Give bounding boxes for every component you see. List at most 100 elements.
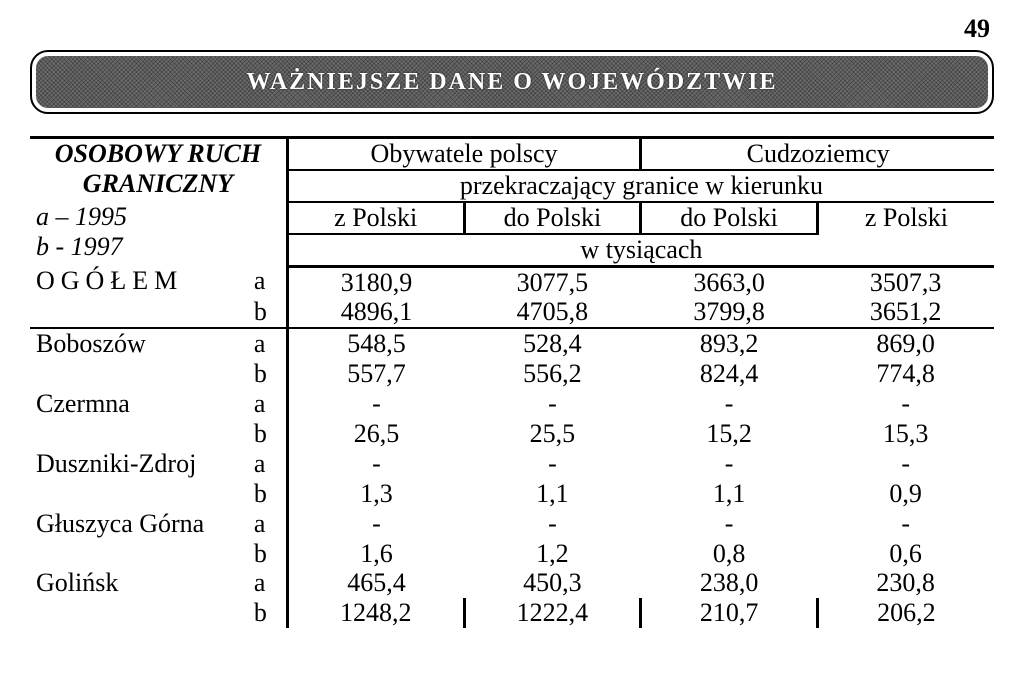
table-row: Golińsk a 465,4 450,3 238,0 230,8 <box>30 568 994 598</box>
cell: 1248,2 <box>287 598 464 628</box>
total-b-3: 3651,2 <box>817 297 994 328</box>
cell: - <box>287 389 464 419</box>
cell: 824,4 <box>641 359 818 389</box>
title-banner-inner: WAŻNIEJSZE DANE O WOJEWÓDZTWIE <box>36 56 988 108</box>
title-banner-text: WAŻNIEJSZE DANE O WOJEWÓDZTWIE <box>247 69 778 96</box>
total-a-3: 3507,3 <box>817 266 994 297</box>
cell: - <box>641 449 818 479</box>
cell: 548,5 <box>287 328 464 359</box>
cell: 1,1 <box>464 479 641 509</box>
cell: 1,6 <box>287 539 464 569</box>
table-row: Czermna a - - - - <box>30 389 994 419</box>
cell: 15,3 <box>817 419 994 449</box>
cell: - <box>287 449 464 479</box>
cell: 465,4 <box>287 568 464 598</box>
table-row: b 1,3 1,1 1,1 0,9 <box>30 479 994 509</box>
cell: - <box>817 449 994 479</box>
total-a-0: 3180,9 <box>287 266 464 297</box>
header-col-2: do Polski <box>464 202 641 234</box>
header-col-3: do Polski <box>641 202 818 234</box>
row-label-b <box>30 598 248 628</box>
cell: 557,7 <box>287 359 464 389</box>
cell: 0,8 <box>641 539 818 569</box>
cell: 1,2 <box>464 539 641 569</box>
row-label: Głuszyca Górna <box>30 509 248 539</box>
stub-sub-a: a – 1995 <box>36 202 127 231</box>
cell: 556,2 <box>464 359 641 389</box>
page: 49 WAŻNIEJSZE DANE O WOJEWÓDZTWIE OSOBOW… <box>0 0 1024 699</box>
cell: 26,5 <box>287 419 464 449</box>
title-banner: WAŻNIEJSZE DANE O WOJEWÓDZTWIE <box>30 50 994 114</box>
total-a-2: 3663,0 <box>641 266 818 297</box>
cell: 0,6 <box>817 539 994 569</box>
row-ab: a <box>248 449 288 479</box>
row-label: Golińsk <box>30 568 248 598</box>
cell: 1,1 <box>641 479 818 509</box>
cell: 238,0 <box>641 568 818 598</box>
cell: 206,2 <box>817 598 994 628</box>
total-row-b: b 4896,1 4705,8 3799,8 3651,2 <box>30 297 994 328</box>
row-ab: a <box>248 389 288 419</box>
row-label-b <box>30 359 248 389</box>
table-row: b 1,6 1,2 0,8 0,6 <box>30 539 994 569</box>
cell: - <box>464 389 641 419</box>
cell: - <box>464 509 641 539</box>
row-label-b <box>30 419 248 449</box>
header-group-left: Obywatele polscy <box>287 138 640 170</box>
table-row: Boboszów a 548,5 528,4 893,2 869,0 <box>30 328 994 359</box>
cell: 210,7 <box>641 598 818 628</box>
cell: 25,5 <box>464 419 641 449</box>
page-number: 49 <box>964 14 990 44</box>
total-row-a: OGÓŁEM a 3180,9 3077,5 3663,0 3507,3 <box>30 266 994 297</box>
table-row: b 1248,2 1222,4 210,7 206,2 <box>30 598 994 628</box>
row-label-b <box>30 479 248 509</box>
total-ab-a: a <box>248 266 288 297</box>
row-label: Czermna <box>30 389 248 419</box>
row-ab: b <box>248 479 288 509</box>
cell: 1222,4 <box>464 598 641 628</box>
table-row: b 26,5 25,5 15,2 15,3 <box>30 419 994 449</box>
cell: 0,9 <box>817 479 994 509</box>
row-ab: b <box>248 598 288 628</box>
cell: 15,2 <box>641 419 818 449</box>
cell: 450,3 <box>464 568 641 598</box>
stub-title-line2: GRANICZNY <box>83 169 233 198</box>
stub-sub: a – 1995 b - 1997 <box>30 202 287 266</box>
cell: - <box>287 509 464 539</box>
table-row: Duszniki-Zdroj a - - - - <box>30 449 994 479</box>
header-units: w tysiącach <box>287 234 994 266</box>
table-row: Głuszyca Górna a - - - - <box>30 509 994 539</box>
total-b-2: 3799,8 <box>641 297 818 328</box>
header-group-right: Cudzoziemcy <box>641 138 994 170</box>
row-label-b <box>30 539 248 569</box>
cell: - <box>817 509 994 539</box>
cell: - <box>464 449 641 479</box>
total-label-b <box>30 297 248 328</box>
row-ab: a <box>248 509 288 539</box>
cell: 1,3 <box>287 479 464 509</box>
cell: - <box>817 389 994 419</box>
total-b-1: 4705,8 <box>464 297 641 328</box>
header-span-text: przekraczający granice w kierunku <box>287 170 994 202</box>
cell: - <box>641 509 818 539</box>
row-ab: b <box>248 419 288 449</box>
stub-title: OSOBOWY RUCH GRANICZNY <box>30 138 287 202</box>
total-label: OGÓŁEM <box>30 266 248 297</box>
header-col-4: z Polski <box>817 202 994 234</box>
cell: 528,4 <box>464 328 641 359</box>
row-ab: b <box>248 539 288 569</box>
total-a-1: 3077,5 <box>464 266 641 297</box>
cell: 774,8 <box>817 359 994 389</box>
header-row-3: a – 1995 b - 1997 z Polski do Polski do … <box>30 202 994 234</box>
cell: 230,8 <box>817 568 994 598</box>
cell: 869,0 <box>817 328 994 359</box>
row-ab: b <box>248 359 288 389</box>
cell: 893,2 <box>641 328 818 359</box>
header-col-1: z Polski <box>287 202 464 234</box>
stub-sub-b: b - 1997 <box>36 232 123 261</box>
total-b-0: 4896,1 <box>287 297 464 328</box>
row-label: Duszniki-Zdroj <box>30 449 248 479</box>
stub-title-line1: OSOBOWY RUCH <box>55 139 261 168</box>
table-row: b 557,7 556,2 824,4 774,8 <box>30 359 994 389</box>
header-row-1: OSOBOWY RUCH GRANICZNY Obywatele polscy … <box>30 138 994 170</box>
